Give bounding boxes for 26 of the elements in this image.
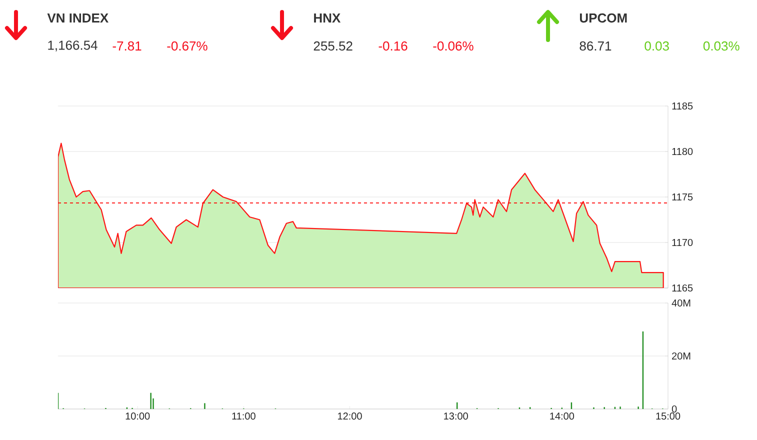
x-tick-label: 14:00	[550, 412, 574, 420]
x-tick-label: 12:00	[338, 412, 362, 420]
y-tick-label: 1165	[672, 284, 693, 292]
y-tick-label: 40M	[672, 299, 690, 307]
category-label: HNX	[314, 14, 341, 22]
data-label: 86.71	[580, 41, 612, 51]
x-tick-label: 13:00	[444, 412, 468, 420]
y-tick-label: 1175	[672, 194, 693, 200]
y-tick-label: 1180	[672, 148, 693, 156]
category-label: UPCOM	[580, 13, 627, 23]
y-tick-label: 1185	[672, 102, 693, 110]
data-label: 1,166.54	[48, 40, 98, 52]
x-tick-label: 10:00	[126, 412, 150, 420]
data-label: 255.52	[314, 41, 352, 51]
y-tick-label: 1170	[672, 238, 693, 246]
y-tick-label: 20M	[672, 352, 690, 360]
y-tick-label: 0	[672, 405, 677, 413]
x-tick-label: 15:00	[656, 412, 680, 420]
x-tick-label: 11:00	[232, 412, 256, 420]
category-label: VN INDEX	[47, 14, 108, 22]
data-label: -0.06%	[433, 41, 474, 51]
data-label: 0.03%	[703, 41, 740, 51]
data-label: -7.81	[112, 41, 142, 51]
data-label: -0.67%	[167, 41, 208, 51]
data-label: 0.03	[644, 41, 669, 51]
data-label: -0.16	[378, 41, 408, 51]
